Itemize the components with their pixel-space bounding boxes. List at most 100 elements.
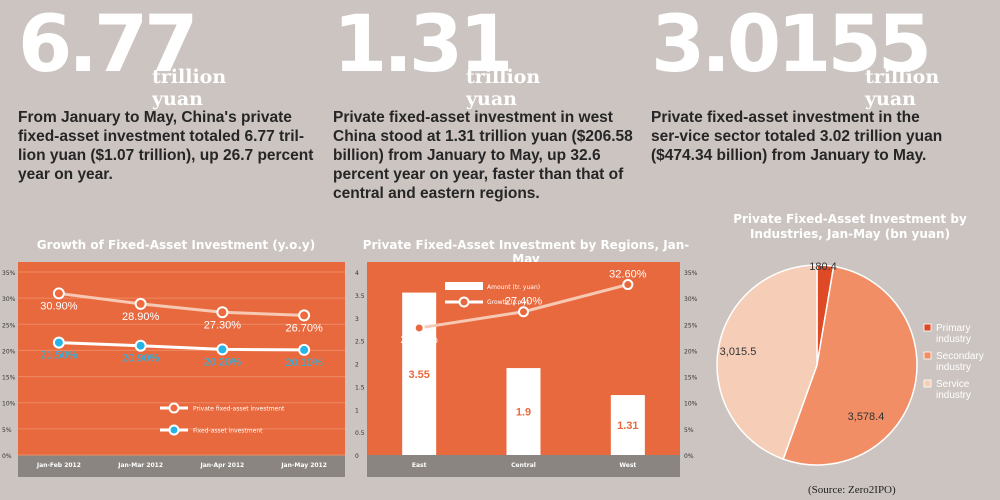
stat-number: 1.31 bbox=[333, 0, 513, 90]
data-label: 20.20% bbox=[204, 356, 242, 368]
data-label: 28.90% bbox=[122, 311, 160, 323]
legend-marker bbox=[168, 402, 180, 414]
y-tick-label-right: 0% bbox=[684, 453, 694, 460]
data-point bbox=[134, 339, 147, 352]
data-point bbox=[216, 343, 229, 356]
y-tick-label: 10% bbox=[2, 401, 16, 408]
y-tick-label-right: 30% bbox=[684, 296, 698, 303]
stat-number: 3.0155 bbox=[651, 0, 932, 90]
stat-number: 6.77 bbox=[18, 0, 198, 90]
series-line bbox=[58, 291, 305, 317]
y-tick-label-left: 0 bbox=[355, 453, 359, 460]
legend-swatch bbox=[923, 379, 932, 388]
data-point bbox=[134, 297, 147, 310]
data-point bbox=[298, 309, 311, 322]
data-point bbox=[216, 306, 229, 319]
y-tick-label-left: 3.5 bbox=[355, 293, 365, 300]
growth-point bbox=[518, 306, 529, 318]
data-point bbox=[52, 336, 65, 349]
legend-label: Fixed-asset investment bbox=[193, 428, 263, 435]
x-axis-band bbox=[367, 455, 680, 477]
legend-label: Growth (y.o.y) bbox=[487, 299, 529, 306]
growth-label: 24.30% bbox=[401, 334, 439, 346]
bar-value-label: 1.31 bbox=[617, 420, 638, 432]
line-chart-title: Growth of Fixed-Asset Investment (y.o.y) bbox=[36, 238, 316, 252]
stat-description: Private fixed-asset investment in west C… bbox=[333, 109, 633, 202]
y-tick-label-left: 1 bbox=[355, 407, 359, 414]
y-tick-label-left: 0.5 bbox=[355, 430, 365, 437]
x-tick-label: Jan-Mar 2012 bbox=[117, 462, 163, 469]
bar bbox=[610, 395, 645, 455]
y-tick-label-right: 20% bbox=[684, 348, 698, 355]
y-tick-label-right: 10% bbox=[684, 401, 698, 408]
data-label: 26.70% bbox=[285, 322, 323, 334]
region-bar-chart: 4 3.5 3 2.5 2 1.5 1 0.5 0 35% 30% 25% 20% 15% 10% 5% 0% 3… bbox=[355, 262, 698, 477]
x-tick-label: Jan-Apr 2012 bbox=[200, 462, 245, 469]
growth-point bbox=[413, 322, 425, 334]
y-tick-label-left: 2.5 bbox=[355, 339, 365, 346]
industry-pie-chart: 180.43,578.43,015.5PrimaryindustrySecond… bbox=[716, 261, 984, 466]
legend-marker bbox=[168, 424, 180, 436]
x-tick-label: West bbox=[619, 462, 636, 469]
y-tick-label: 20% bbox=[2, 348, 16, 355]
stat-unit: trillion yuan bbox=[152, 66, 227, 110]
bar bbox=[402, 292, 437, 455]
legend-label: industry bbox=[936, 334, 971, 345]
y-tick-label: 35% bbox=[2, 270, 16, 277]
y-tick-label-left: 3 bbox=[355, 316, 359, 323]
y-tick-label-right: 35% bbox=[684, 270, 698, 277]
stat-unit: trillion yuan bbox=[865, 66, 940, 110]
growth-label: 32.60% bbox=[609, 269, 647, 281]
y-tick-label-left: 1.5 bbox=[355, 384, 365, 391]
series-line bbox=[58, 341, 305, 352]
x-tick-label: East bbox=[412, 462, 427, 469]
y-tick-label-right: 5% bbox=[684, 427, 694, 434]
data-label: 21.50% bbox=[40, 350, 78, 362]
legend-swatch-bar bbox=[445, 282, 483, 290]
stat-unit: trillion yuan bbox=[466, 66, 541, 110]
y-tick-label-right: 15% bbox=[684, 375, 698, 382]
x-tick-label: Central bbox=[511, 462, 536, 469]
bar bbox=[506, 368, 541, 455]
legend-label: Secondary bbox=[936, 351, 984, 362]
data-label: 27.30% bbox=[204, 319, 242, 331]
data-point bbox=[298, 343, 311, 356]
data-label: 20.90% bbox=[122, 353, 160, 365]
bar-value-label: 1.9 bbox=[516, 407, 531, 419]
y-tick-label: 30% bbox=[2, 296, 16, 303]
slice-label: 180.4 bbox=[809, 261, 837, 273]
legend-marker bbox=[458, 296, 470, 308]
legend-label: industry bbox=[936, 390, 971, 401]
y-tick-label-left: 4 bbox=[355, 270, 359, 277]
data-point bbox=[52, 287, 65, 300]
growth-line-chart: 35% 30% 25% 20% 15% 10% 5% 0% Jan-Feb 2012 Jan-Ma… bbox=[2, 262, 345, 477]
y-tick-label-left: 2 bbox=[355, 362, 359, 369]
legend-label: Primary bbox=[936, 323, 970, 334]
legend-label: Private fixed-asset investment bbox=[193, 406, 285, 413]
pie-chart-title: Private Fixed-Asset Investment by Indust… bbox=[733, 212, 967, 241]
legend-label: Amount (tr. yuan) bbox=[487, 284, 540, 291]
legend-label: industry bbox=[936, 362, 971, 373]
pie-slice bbox=[782, 265, 918, 466]
slice-label: 3,015.5 bbox=[720, 346, 757, 358]
y-tick-label: 25% bbox=[2, 322, 16, 329]
legend-swatch bbox=[923, 323, 932, 332]
pie-slice bbox=[716, 264, 818, 461]
stat-description: Private fixed-asset investment in the se… bbox=[651, 109, 943, 164]
x-tick-label: Jan-Feb 2012 bbox=[36, 462, 81, 469]
bar-value-label: 3.55 bbox=[408, 369, 429, 381]
x-axis-band bbox=[18, 455, 345, 477]
y-tick-label: 5% bbox=[2, 427, 12, 434]
y-tick-label: 0% bbox=[2, 453, 12, 460]
y-tick-label-right: 25% bbox=[684, 322, 698, 329]
y-tick-label: 15% bbox=[2, 375, 16, 382]
source-note: (Source: Zero2IPO) bbox=[808, 484, 896, 496]
data-label: 20.10% bbox=[285, 357, 323, 369]
legend-swatch bbox=[923, 351, 932, 360]
x-tick-label: Jan-May 2012 bbox=[280, 462, 327, 469]
slice-label: 3,578.4 bbox=[848, 411, 885, 423]
stat-description: From January to May, China's private fix… bbox=[18, 109, 314, 183]
growth-label: 27.40% bbox=[505, 296, 543, 308]
data-label: 30.90% bbox=[40, 300, 78, 312]
legend-label: Service bbox=[936, 379, 970, 390]
